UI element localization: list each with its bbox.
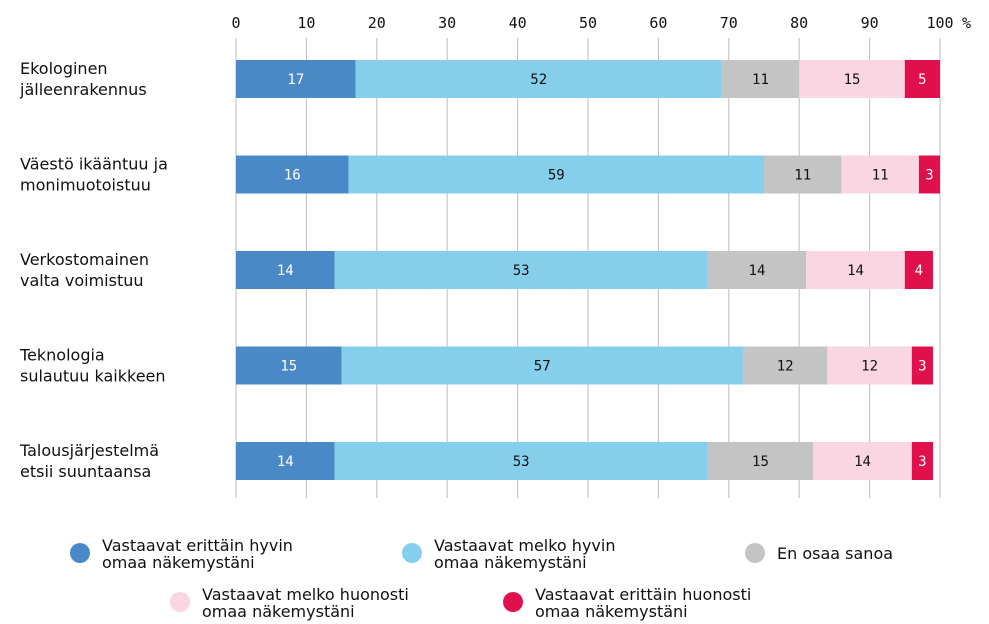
- data-label: 17: [287, 72, 304, 88]
- bar-segment: [827, 346, 912, 385]
- x-axis-ticks: 0 10 20 30 40 50 60 70 80 90 100%: [231, 14, 971, 32]
- data-label: 11: [752, 72, 769, 88]
- data-label: 52: [530, 72, 547, 88]
- bar-segment: [806, 251, 905, 289]
- bar-segment: [236, 251, 335, 289]
- bar-segment: [911, 346, 933, 385]
- category-label: Verkostomainen: [20, 250, 149, 269]
- data-label: 3: [918, 454, 926, 470]
- data-label: 59: [548, 168, 565, 184]
- bar-segment: [355, 60, 722, 98]
- bar-segment: [334, 251, 708, 289]
- bar-segment: [348, 155, 764, 194]
- bar-segment: [721, 60, 800, 98]
- data-label: 16: [284, 168, 301, 184]
- bar-segment: [764, 155, 842, 194]
- x-unit-label: %: [962, 14, 971, 32]
- bar-segment: [799, 60, 905, 98]
- bar-segment: [911, 442, 933, 480]
- bar-segment: [236, 60, 356, 98]
- bar-segment: [813, 442, 912, 480]
- data-label: 11: [872, 168, 889, 184]
- category-label: etsii suuntaansa: [20, 462, 151, 481]
- data-label: 4: [915, 263, 923, 279]
- data-label: 14: [277, 263, 294, 279]
- data-label: 11: [794, 168, 811, 184]
- x-tick-label: 70: [720, 14, 738, 32]
- data-label: 14: [749, 263, 766, 279]
- data-label: 53: [513, 454, 530, 470]
- x-tick-label: 0: [231, 14, 240, 32]
- bar-segment: [742, 346, 828, 385]
- data-label: 14: [847, 263, 864, 279]
- x-tick-label: 80: [790, 14, 808, 32]
- category-labels: Ekologinen jälleenrakennus Väestö ikääntuu…: [19, 59, 168, 481]
- data-label: 3: [918, 359, 926, 375]
- x-tick-label: 90: [861, 14, 879, 32]
- category-label: monimuotoistuu: [20, 176, 151, 195]
- category-label: Teknologia: [19, 346, 105, 365]
- data-label: 14: [854, 454, 871, 470]
- x-tick-label: 20: [368, 14, 386, 32]
- data-label: 14: [277, 454, 294, 470]
- x-tick-label: 40: [509, 14, 527, 32]
- data-label: 15: [844, 72, 861, 88]
- x-tick-label: 60: [649, 14, 667, 32]
- x-tick-label: 10: [297, 14, 315, 32]
- category-label: jälleenrakennus: [19, 80, 147, 99]
- category-label: Ekologinen: [20, 59, 108, 78]
- category-label: valta voimistuu: [20, 271, 144, 290]
- data-label: 12: [777, 359, 794, 375]
- bar-segment: [904, 60, 940, 98]
- data-label: 5: [918, 72, 926, 88]
- bar-segment: [341, 346, 743, 385]
- category-label: Talousjärjestelmä: [19, 441, 159, 460]
- bars-layer: 17 52 11 15 5 16 59 11 11 3 14 53 14 14 4 15 57 12 12 3 14 53…: [236, 60, 940, 480]
- bar-segment: [236, 442, 335, 480]
- data-label: 3: [925, 168, 933, 184]
- bar-segment: [841, 155, 919, 194]
- bar-segment: [334, 442, 708, 480]
- category-label: sulautuu kaikkeen: [20, 367, 166, 386]
- bar-segment: [707, 251, 807, 289]
- bar-segment: [904, 251, 933, 289]
- data-label: 15: [752, 454, 769, 470]
- data-label: 53: [513, 263, 530, 279]
- bar-segment: [236, 155, 349, 194]
- x-tick-label: 30: [438, 14, 456, 32]
- bar-segment: [236, 346, 342, 385]
- x-tick-label: 50: [579, 14, 597, 32]
- data-label: 57: [534, 359, 551, 375]
- bar-segment: [707, 442, 814, 480]
- data-label: 12: [861, 359, 878, 375]
- category-label: Väestö ikääntuu ja: [20, 155, 168, 174]
- x-tick-label: 100: [926, 14, 953, 32]
- bar-segment: [918, 155, 940, 194]
- data-label: 15: [280, 359, 297, 375]
